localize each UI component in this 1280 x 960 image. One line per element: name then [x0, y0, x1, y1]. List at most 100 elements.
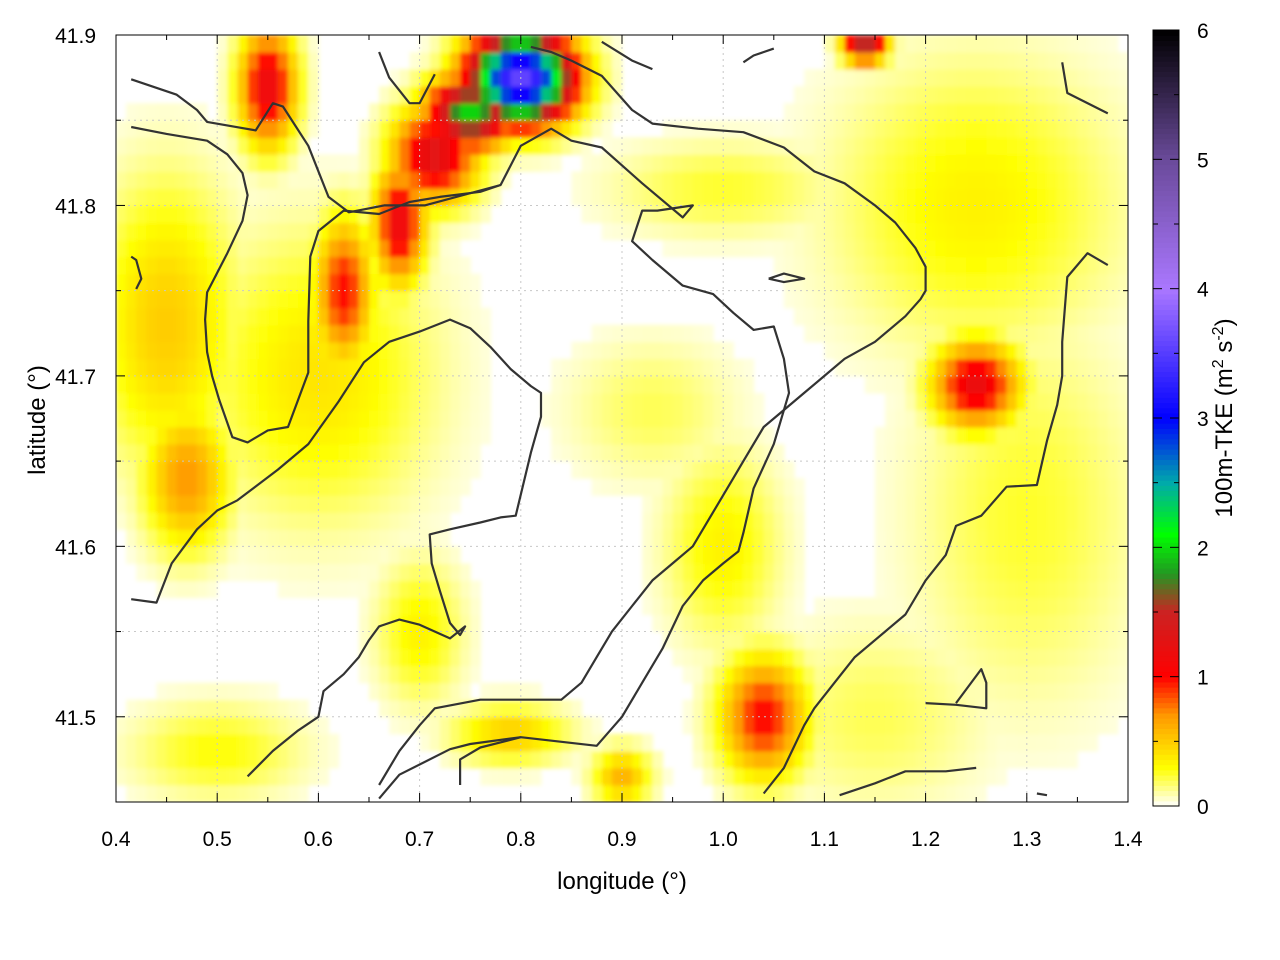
heatmap-cell	[237, 733, 249, 752]
heatmap-cell	[399, 716, 411, 735]
heatmap-cell	[1016, 205, 1028, 224]
heatmap-cell	[854, 716, 866, 735]
heatmap-cell	[1117, 682, 1128, 701]
heatmap-cell	[854, 69, 866, 87]
heatmap-cell	[116, 324, 127, 343]
heatmap-cell	[419, 392, 431, 411]
heatmap-cell	[723, 188, 734, 207]
heatmap-cell	[490, 699, 502, 718]
heatmap-cell	[1016, 495, 1028, 513]
heatmap-cell	[773, 444, 785, 462]
heatmap-cell	[500, 120, 512, 138]
heatmap-cell	[925, 733, 937, 752]
heatmap-cell	[733, 580, 745, 599]
heatmap-cell	[561, 358, 572, 377]
heatmap-cell	[622, 341, 633, 360]
heatmap-cell	[156, 256, 168, 275]
heatmap-cell	[966, 273, 977, 292]
heatmap-cell	[733, 188, 745, 207]
heatmap-cell	[966, 546, 977, 564]
heatmap-cell	[277, 52, 289, 70]
heatmap-cell	[955, 750, 967, 769]
heatmap-cell	[1087, 495, 1099, 513]
heatmap-cell	[419, 529, 431, 547]
heatmap-cell	[116, 392, 127, 411]
heatmap-cell	[611, 784, 623, 802]
colorbar-tick-label: 6	[1197, 20, 1209, 43]
heatmap-cell	[288, 307, 299, 326]
heatmap-cell	[136, 290, 147, 309]
heatmap-cell	[439, 256, 451, 275]
heatmap-cell	[277, 580, 289, 599]
heatmap-cell	[379, 120, 390, 138]
heatmap-cell	[976, 307, 987, 326]
heatmap-cell	[379, 222, 390, 241]
contour-line	[378, 51, 436, 105]
heatmap-cell	[369, 239, 380, 258]
heatmap-cell	[763, 665, 775, 684]
heatmap-cell	[429, 86, 441, 104]
heatmap-cell	[257, 290, 269, 309]
heatmap-cell	[1107, 716, 1119, 735]
heatmap-cell	[945, 341, 957, 360]
heatmap-cell	[642, 341, 653, 360]
heatmap-cell	[308, 103, 319, 121]
heatmap-cell	[338, 341, 350, 360]
heatmap-cell	[379, 375, 390, 394]
colorbar-tick-label: 3	[1197, 408, 1209, 431]
heatmap-cell	[328, 239, 340, 258]
heatmap-cell	[773, 188, 785, 207]
heatmap-cell	[217, 188, 228, 207]
heatmap-cell	[955, 256, 967, 275]
heatmap-cell	[369, 273, 380, 292]
heatmap-cell	[530, 86, 542, 104]
heatmap-cell	[460, 699, 471, 718]
heatmap-cell	[1026, 239, 1038, 258]
heatmap-cell	[642, 461, 653, 479]
heatmap-cell	[854, 35, 866, 53]
heatmap-cell	[935, 120, 947, 138]
heatmap-cell	[227, 529, 239, 547]
heatmap-cell	[834, 69, 846, 87]
heatmap-cell	[966, 324, 977, 343]
heatmap-cell	[237, 409, 249, 428]
heatmap-cell	[449, 461, 461, 479]
heatmap-cell	[986, 444, 998, 462]
heatmap-cell	[389, 512, 400, 530]
heatmap-cell	[298, 120, 309, 138]
heatmap-cell	[318, 358, 330, 377]
heatmap-cell	[632, 733, 643, 752]
heatmap-cell	[126, 239, 137, 258]
heatmap-cell	[875, 35, 886, 53]
heatmap-cell	[733, 409, 745, 428]
colorbar-segment	[1153, 790, 1179, 797]
heatmap-cell	[1107, 444, 1119, 462]
heatmap-cell	[247, 392, 259, 411]
heatmap-cell	[146, 137, 158, 155]
heatmap-cell	[915, 392, 927, 411]
x-axis-title: longitude (°)	[557, 868, 687, 895]
heatmap-cell	[116, 409, 127, 428]
heatmap-cell	[429, 614, 441, 633]
heatmap-cell	[126, 529, 137, 547]
heatmap-cell	[389, 444, 400, 462]
heatmap-cell	[308, 171, 319, 189]
heatmap-cell	[996, 290, 1008, 309]
heatmap-cell	[733, 154, 745, 172]
heatmap-cell	[298, 784, 309, 802]
heatmap-cell	[196, 682, 208, 701]
heatmap-cell	[804, 699, 815, 718]
heatmap-cell	[247, 409, 259, 428]
heatmap-cell	[480, 171, 492, 189]
heatmap-cell	[449, 86, 461, 104]
heatmap-cell	[267, 69, 279, 87]
heatmap-cell	[733, 478, 745, 496]
heatmap-cell	[783, 716, 795, 735]
heatmap-cell	[864, 52, 876, 70]
heatmap-cell	[328, 171, 340, 189]
heatmap-cell	[733, 597, 745, 616]
heatmap-cell	[632, 409, 643, 428]
heatmap-cell	[419, 733, 431, 752]
heatmap-cell	[1047, 341, 1058, 360]
heatmap-cell	[895, 597, 906, 616]
